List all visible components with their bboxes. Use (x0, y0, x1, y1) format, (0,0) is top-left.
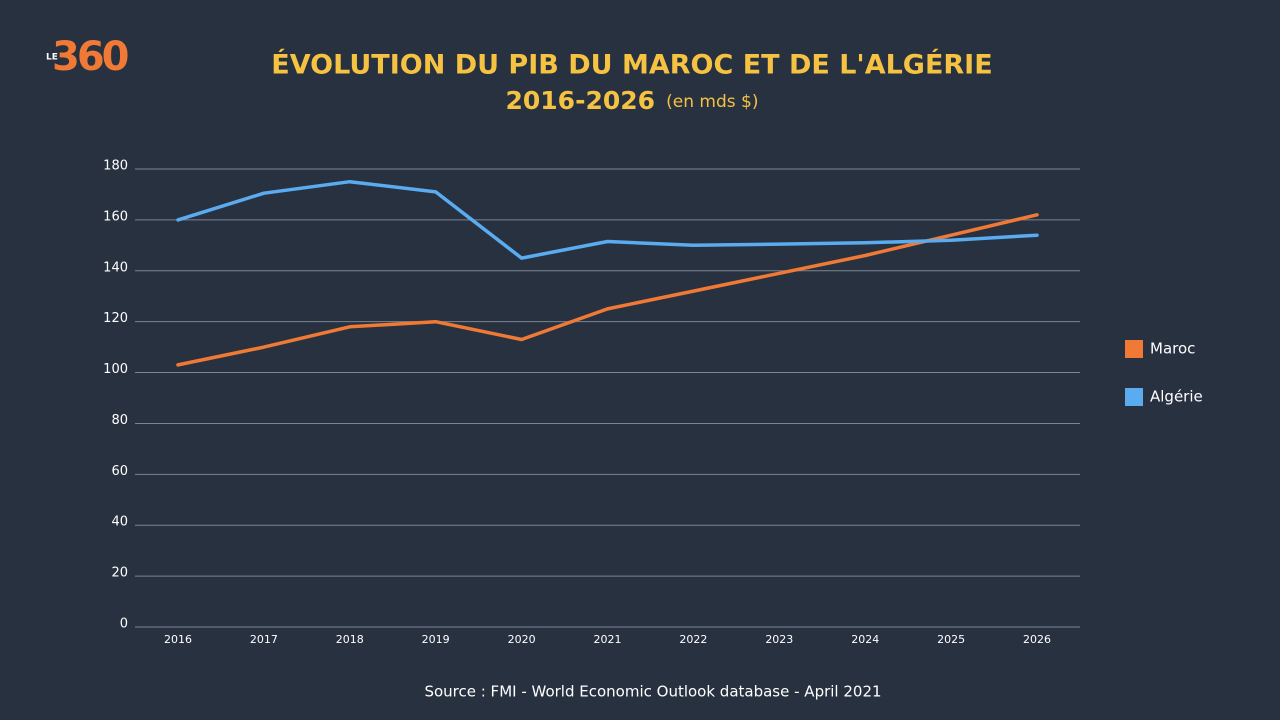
y-tick-label: 100 (103, 362, 128, 377)
x-tick-label: 2022 (679, 633, 707, 646)
y-tick-label: 40 (111, 515, 128, 530)
y-tick-label: 20 (111, 566, 128, 581)
source: Source : FMI - World Economic Outlook da… (424, 683, 881, 701)
series-line (176, 179, 1039, 260)
x-tick-label: 2017 (250, 633, 278, 646)
y-tick-label: 120 (103, 311, 128, 326)
legend-label: Algérie (1150, 388, 1203, 406)
y-tick-label: 60 (111, 464, 128, 479)
chart-subtitle: 2016-2026 (en mds $) (506, 86, 759, 115)
subtitle-years: 2016-2026 (506, 86, 656, 115)
y-tick-label: 140 (103, 260, 128, 275)
logo-number: 360 (52, 34, 128, 80)
unit-note: (en mds $) (666, 92, 758, 112)
legend-swatch (1125, 388, 1143, 406)
x-tick-label: 2021 (594, 633, 622, 646)
chart-title: ÉVOLUTION DU PIB DU MAROC ET DE L'ALGÉRI… (271, 49, 992, 81)
x-tick-label: 2016 (164, 633, 192, 646)
x-tick-label: 2019 (422, 633, 450, 646)
series-line (176, 213, 1039, 367)
x-tick-label: 2026 (1023, 633, 1051, 646)
legend-swatch (1125, 340, 1143, 358)
y-tick-label: 0 (120, 617, 128, 632)
y-tick-label: 160 (103, 209, 128, 224)
y-tick-label: 180 (103, 159, 128, 174)
x-tick-label: 2018 (336, 633, 364, 646)
y-tick-label: 80 (111, 413, 128, 428)
x-tick-label: 2025 (937, 633, 965, 646)
legend-label: Maroc (1150, 340, 1195, 358)
logo-prefix: LE (46, 53, 58, 63)
x-tick-label: 2023 (765, 633, 793, 646)
x-tick-label: 2024 (851, 633, 879, 646)
x-tick-label: 2020 (508, 633, 536, 646)
